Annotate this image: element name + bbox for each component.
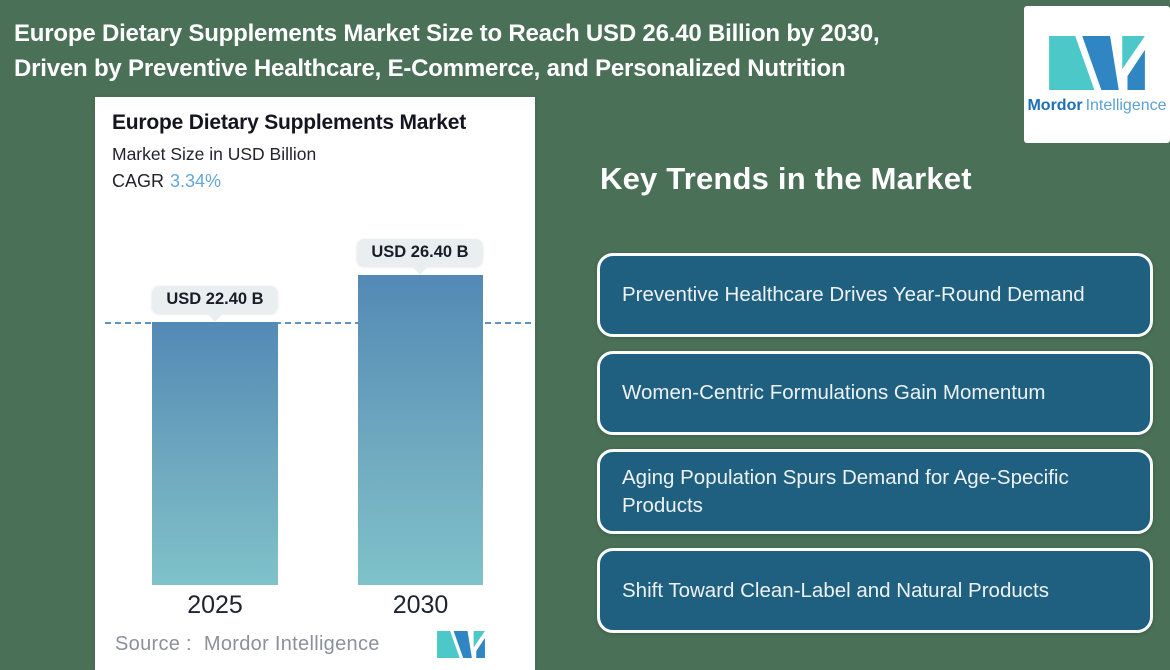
x-axis-label-2030: 2030 <box>392 591 449 619</box>
cagr-value: 3.34% <box>170 171 222 191</box>
page-title-line2: Driven by Preventive Healthcare, E-Comme… <box>14 55 846 82</box>
brand-name: Mordor Intelligence <box>1027 97 1166 115</box>
cagr-line: CAGR 3.34% <box>112 171 221 192</box>
bar <box>358 275 483 585</box>
trend-card-aging-population: Aging Population Spurs Demand for Age-Sp… <box>597 449 1153 534</box>
mordor-logo-small-icon <box>437 631 485 658</box>
x-axis-label-2025: 2025 <box>187 591 243 619</box>
cagr-label: CAGR <box>112 171 165 191</box>
trend-card-clean-label: Shift Toward Clean-Label and Natural Pro… <box>597 548 1153 633</box>
brand-name-bold: Mordor <box>1027 97 1083 114</box>
source-row: Source : Mordor Intelligence <box>115 631 485 658</box>
source-value: Mordor Intelligence <box>203 633 380 655</box>
brand-logo-card: Mordor Intelligence <box>1024 6 1170 143</box>
trend-card-women-centric: Women-Centric Formulations Gain Momentum <box>597 351 1153 435</box>
key-trends-heading: Key Trends in the Market <box>600 161 972 196</box>
page-title: Europe Dietary Supplements Market Size t… <box>14 16 1014 86</box>
value-callout-2025: USD 22.40 B <box>152 286 278 313</box>
trends-list: Preventive Healthcare Drives Year-Round … <box>597 253 1153 647</box>
reference-dashed-line <box>105 322 531 324</box>
source-prefix: Source : <box>115 633 192 655</box>
market-size-chart-card: Europe Dietary Supplements Market Market… <box>95 97 535 670</box>
trend-card-preventive-healthcare: Preventive Healthcare Drives Year-Round … <box>597 253 1153 337</box>
page-title-line1: Europe Dietary Supplements Market Size t… <box>14 20 880 47</box>
chart-title: Europe Dietary Supplements Market <box>112 111 466 134</box>
bar <box>152 322 278 585</box>
brand-name-light: Intelligence <box>1085 97 1167 114</box>
value-callout-2030: USD 26.40 B <box>357 239 483 266</box>
callout-pointer-icon <box>207 313 223 322</box>
source-text: Source : Mordor Intelligence <box>115 633 380 656</box>
chart-subtitle: Market Size in USD Billion <box>112 144 317 164</box>
mordor-logo-icon <box>1049 36 1145 90</box>
callout-pointer-icon <box>412 266 428 275</box>
